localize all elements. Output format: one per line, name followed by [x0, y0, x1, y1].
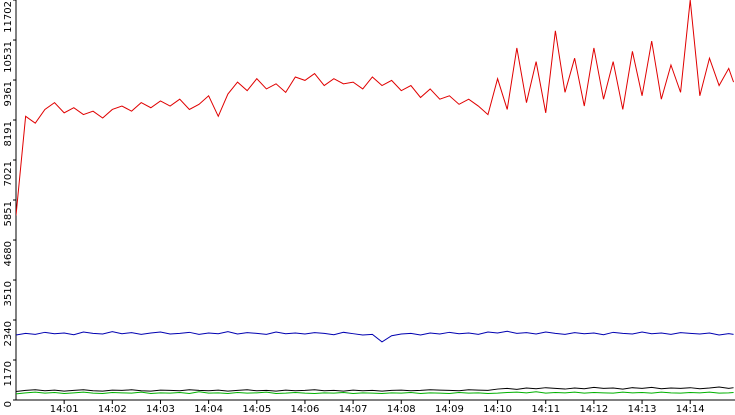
y-tick-label: 0 [3, 401, 14, 407]
y-tick-label: 3510 [3, 281, 14, 306]
y-tick-label: 7021 [3, 161, 14, 186]
series-line [16, 386, 734, 392]
series-line [16, 330, 734, 343]
y-tick-label: 8191 [3, 121, 14, 146]
x-tick-label: 14:14 [676, 404, 705, 415]
x-tick-label: 14:04 [194, 404, 223, 415]
x-tick-label: 14:05 [242, 404, 271, 415]
series-line [16, 0, 735, 216]
x-tick-label: 14:01 [50, 404, 79, 415]
x-tick-label: 14:11 [531, 404, 560, 415]
x-tick-label: 14:09 [435, 404, 464, 415]
x-tick-label: 14:06 [291, 404, 320, 415]
plot-area [16, 0, 735, 395]
x-tick-label: 14:03 [146, 404, 175, 415]
x-tick-label: 14:10 [483, 404, 512, 415]
y-tick-label: 10531 [3, 41, 14, 73]
x-tick-label: 14:08 [387, 404, 416, 415]
y-tick-label: 2340 [3, 321, 14, 346]
y-tick-label: 4680 [3, 241, 14, 266]
y-tick-label: 11702 [3, 1, 14, 33]
x-tick-label: 14:07 [339, 404, 368, 415]
y-tick-label: 9361 [3, 81, 14, 106]
x-tick-label: 14:02 [98, 404, 127, 415]
y-tick-label: 1170 [3, 361, 14, 386]
series-line [16, 391, 734, 395]
x-tick-label: 14:13 [628, 404, 657, 415]
x-tick-label: 14:12 [579, 404, 608, 415]
y-tick-label: 5851 [3, 201, 14, 226]
